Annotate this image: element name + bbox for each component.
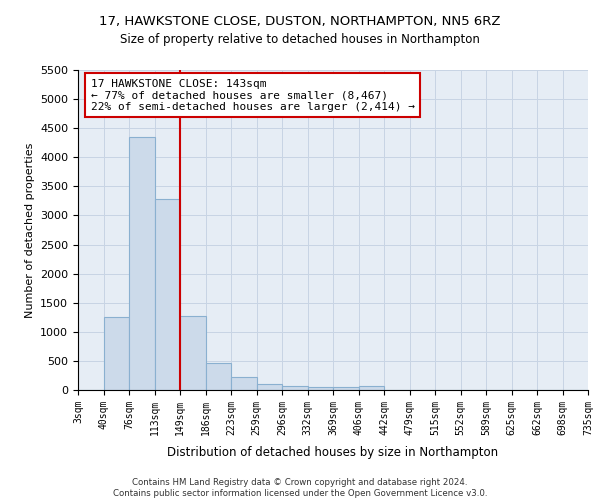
Bar [104,316,129,390]
Text: 17, HAWKSTONE CLOSE, DUSTON, NORTHAMPTON, NN5 6RZ: 17, HAWKSTONE CLOSE, DUSTON, NORTHAMPTON… [99,15,501,28]
Text: 17 HAWKSTONE CLOSE: 143sqm
← 77% of detached houses are smaller (8,467)
22% of s: 17 HAWKSTONE CLOSE: 143sqm ← 77% of deta… [91,78,415,112]
Bar [205,362,231,390]
Bar [359,386,384,390]
Bar [180,316,205,390]
Bar [333,387,359,390]
Bar [257,384,282,390]
X-axis label: Distribution of detached houses by size in Northampton: Distribution of detached houses by size … [167,446,499,459]
Bar [308,386,333,390]
Bar [129,138,155,390]
Bar [282,386,308,390]
Bar [231,377,257,390]
Bar [155,199,180,390]
Text: Contains HM Land Registry data © Crown copyright and database right 2024.
Contai: Contains HM Land Registry data © Crown c… [113,478,487,498]
Y-axis label: Number of detached properties: Number of detached properties [25,142,35,318]
Text: Size of property relative to detached houses in Northampton: Size of property relative to detached ho… [120,32,480,46]
